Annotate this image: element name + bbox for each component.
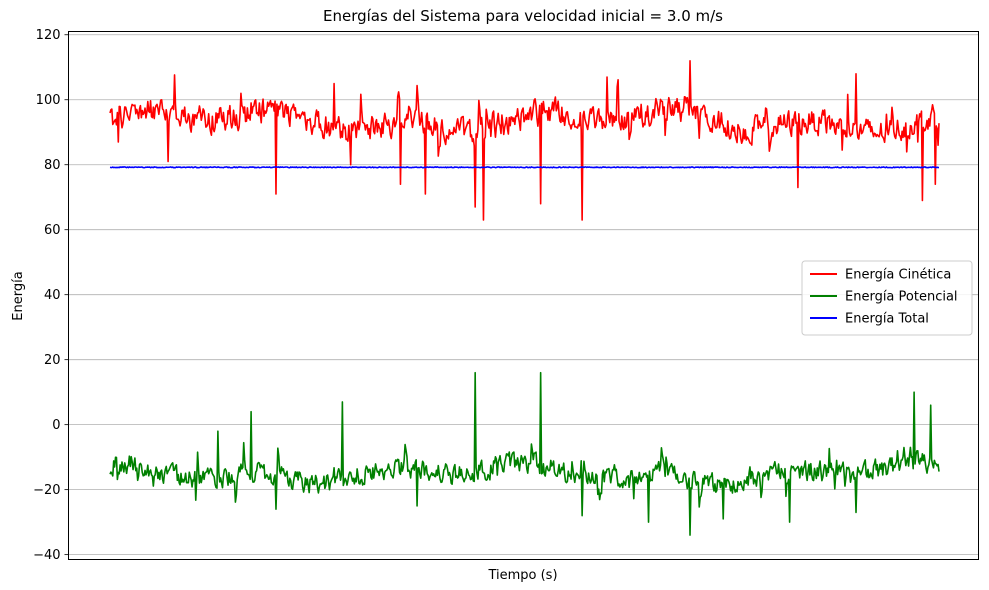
y-grid [68,34,979,556]
x-axis-label: Tiempo (s) [487,568,557,583]
series-lines [109,59,940,536]
y-tick-label: 80 [44,158,61,173]
plot-frame [68,31,979,560]
y-tick-label: 100 [36,93,61,108]
series-line-3 [109,166,940,169]
legend-box [801,260,973,336]
legend-entry: Energía Potencial [845,290,958,305]
y-tick-label: −40 [33,548,60,563]
legend-entry: Energía Cinética [845,268,951,283]
y-tick-label: 40 [44,288,61,303]
chart-title: Energías del Sistema para velocidad inic… [323,7,723,25]
y-tick-label: 0 [52,418,60,433]
y-tick-label: 60 [44,223,61,238]
legend-entry: Energía Total [845,312,929,327]
series-line-2 [109,371,940,536]
y-tick-label: 120 [36,28,61,43]
series-line-1 [109,59,940,221]
y-axis-ticks: −40 −20 0 20 40 60 80 100 120 [33,28,69,563]
y-tick-label: −20 [33,483,60,498]
legend: Energía Cinética Energía Potencial Energía… [801,260,973,336]
y-axis-label: Energía [11,271,26,320]
y-tick-label: 20 [44,353,61,368]
